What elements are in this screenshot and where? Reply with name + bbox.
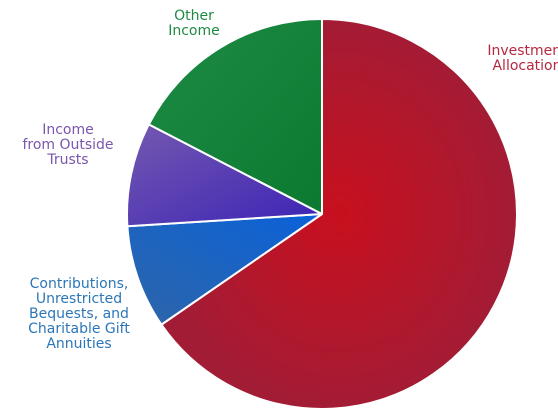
slice-label-line: Annuities (46, 336, 111, 352)
slice-label-line: Investment (487, 43, 558, 59)
slice-label-line: Income (168, 23, 220, 39)
slice-label-line: Contributions, (30, 276, 129, 292)
slice-label-line: Charitable Gift (28, 321, 130, 337)
slice-label-line: Allocation (492, 58, 558, 74)
pie-slice-investment-allocation (160, 18, 518, 410)
slice-label-income-from-outside-trusts: Income from Outside Trusts (22, 122, 113, 168)
slice-label-line: Trusts (46, 152, 88, 168)
slice-label-line: from Outside (22, 137, 113, 153)
slice-label-investment-allocation: InvestmentAllocation (487, 43, 558, 74)
pie-slice-income-from-outside-trusts (126, 123, 323, 228)
slice-label-line: Bequests, and (29, 306, 129, 322)
slice-label-line: Other (174, 8, 214, 24)
slice-label-line: Income (42, 122, 94, 138)
slice-label-contributions-unrestricted-bequests-and-charitable-gift-annuities: Contributions, Unrestricted Bequests, and C… (28, 276, 130, 352)
pie-slice-other-income (147, 18, 323, 215)
slice-label-line: Unrestricted (36, 291, 122, 307)
slice-label-other-income: Other Income (168, 8, 220, 39)
pie-slice-contributions-unrestricted-bequests-and-charitable-gift-annuities (126, 213, 323, 326)
